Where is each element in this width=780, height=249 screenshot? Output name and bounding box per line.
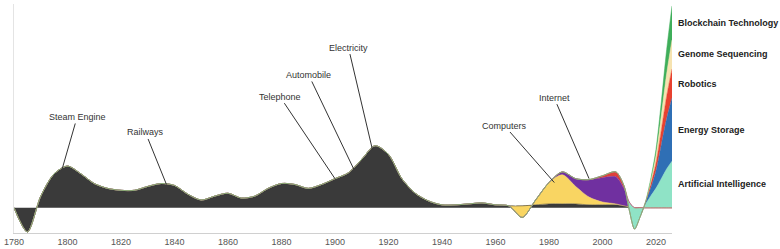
svg-text:1900: 1900: [325, 237, 345, 247]
svg-text:1820: 1820: [111, 237, 131, 247]
svg-text:Blockchain Technology: Blockchain Technology: [678, 18, 778, 28]
svg-text:Artificial Intelligence: Artificial Intelligence: [678, 179, 766, 189]
svg-text:Telephone: Telephone: [259, 92, 301, 102]
svg-text:Internet: Internet: [539, 93, 570, 103]
svg-text:Energy Storage: Energy Storage: [678, 125, 745, 135]
svg-text:1860: 1860: [218, 237, 238, 247]
svg-text:Railways: Railways: [127, 127, 164, 137]
svg-text:1920: 1920: [378, 237, 398, 247]
svg-text:1880: 1880: [271, 237, 291, 247]
svg-text:Genome Sequencing: Genome Sequencing: [678, 49, 768, 59]
svg-text:1840: 1840: [164, 237, 184, 247]
svg-text:1980: 1980: [539, 237, 559, 247]
svg-text:Steam Engine: Steam Engine: [49, 112, 106, 122]
svg-text:2000: 2000: [592, 237, 612, 247]
svg-text:Robotics: Robotics: [678, 79, 717, 89]
svg-text:Electricity: Electricity: [329, 43, 368, 53]
svg-text:1780: 1780: [4, 237, 24, 247]
svg-text:1960: 1960: [485, 237, 505, 247]
svg-text:Computers: Computers: [482, 121, 527, 131]
svg-text:2020: 2020: [646, 237, 666, 247]
svg-text:Automobile: Automobile: [286, 70, 331, 80]
svg-text:1940: 1940: [432, 237, 452, 247]
svg-text:1800: 1800: [57, 237, 77, 247]
